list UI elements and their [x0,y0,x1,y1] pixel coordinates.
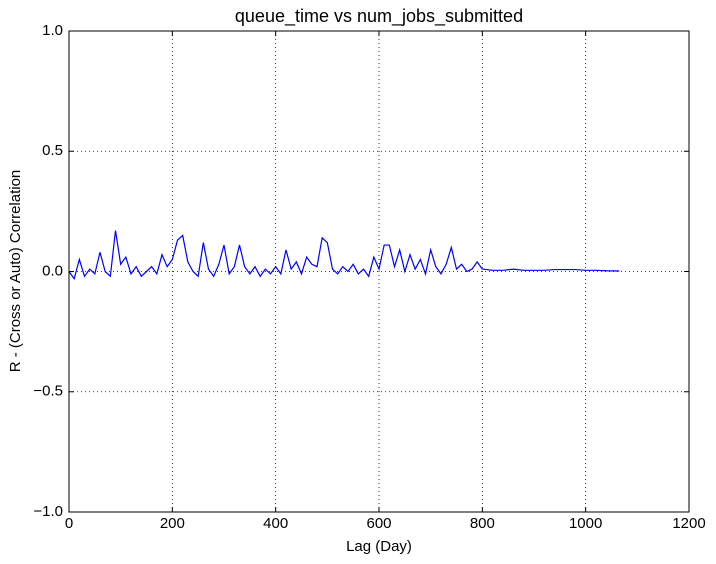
x-tick-label: 1000 [569,515,602,532]
x-tick-label: 0 [65,515,73,532]
y-tick-label: −0.5 [33,383,63,400]
x-tick-label: 1200 [672,515,705,532]
x-axis-label: Lag (Day) [346,538,412,555]
plot-frame [68,30,690,513]
line [68,230,620,281]
y-axis-label: R - (Cross or Auto) Correlation [7,170,24,373]
y-tick-label: 1.0 [42,22,63,39]
y-tick-label: −1.0 [33,503,63,520]
x-tick-label: 800 [470,515,495,532]
x-tick-label: 600 [366,515,391,532]
y-tick-label: 0.5 [42,142,63,159]
y-tick-label: 0.0 [42,262,63,279]
x-tick-label: 400 [263,515,288,532]
x-tick-label: 200 [160,515,185,532]
chart-title: queue_time vs num_jobs_submitted [235,6,523,27]
